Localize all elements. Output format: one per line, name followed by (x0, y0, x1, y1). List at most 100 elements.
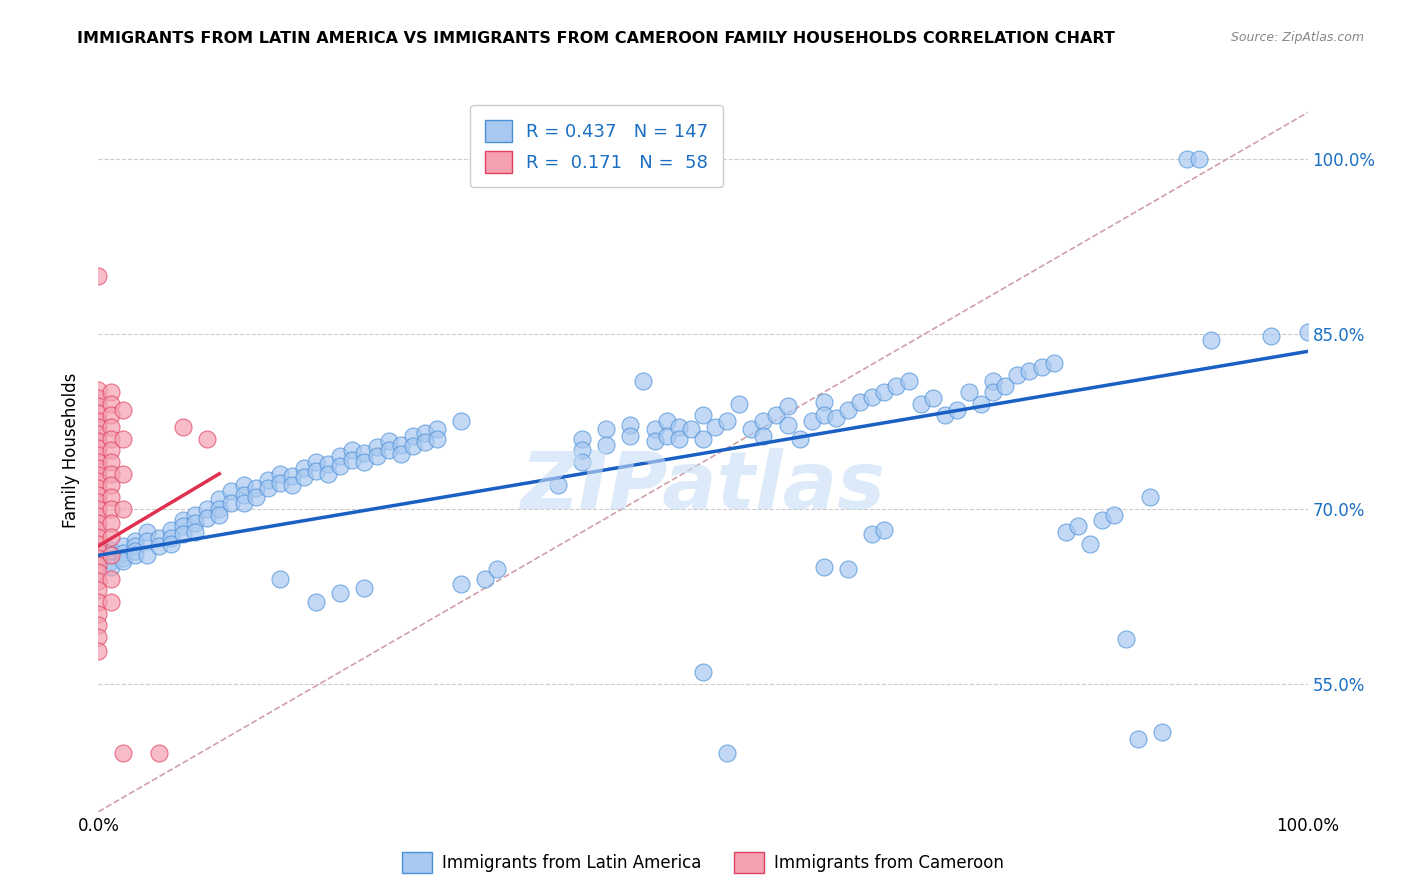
Point (1078, 537, 1101, 551)
Point (100, 490, 122, 504)
Point (100, 478, 122, 492)
Point (329, 450, 352, 464)
Point (813, 394, 835, 409)
Point (655, 414, 678, 428)
Point (87, 595, 110, 609)
Point (571, 432, 593, 446)
Point (100, 455, 122, 469)
Point (1042, 356, 1064, 370)
Point (1188, 152, 1211, 166)
Point (87, 607, 110, 621)
Point (232, 488, 254, 502)
Point (256, 473, 278, 487)
Point (1139, 490, 1161, 504)
Point (946, 402, 969, 417)
Point (316, 458, 339, 472)
Point (595, 422, 617, 436)
Text: ZIPatlas: ZIPatlas (520, 448, 886, 525)
Point (87, 406, 110, 420)
Point (87, 467, 110, 482)
Text: IMMIGRANTS FROM LATIN AMERICA VS IMMIGRANTS FROM CAMEROON FAMILY HOUSEHOLDS CORR: IMMIGRANTS FROM LATIN AMERICA VS IMMIGRA… (77, 31, 1115, 46)
Point (619, 429, 641, 443)
Point (704, 420, 727, 434)
Point (124, 534, 146, 549)
Point (886, 379, 908, 393)
Point (595, 437, 617, 451)
Point (87, 441, 110, 455)
Point (316, 467, 339, 481)
Point (135, 524, 157, 539)
Point (860, 527, 883, 541)
Point (172, 527, 194, 541)
Point (87, 583, 110, 598)
Point (87, 574, 110, 588)
Y-axis label: Family Households: Family Households (62, 373, 80, 528)
Point (87, 565, 110, 579)
Point (87, 537, 110, 551)
Point (1115, 632, 1137, 647)
Point (87, 523, 110, 537)
Point (873, 523, 896, 537)
Point (100, 549, 122, 563)
Point (87, 530, 110, 544)
Point (776, 417, 799, 432)
Point (305, 595, 328, 609)
Point (269, 476, 291, 491)
Point (111, 546, 134, 560)
Point (402, 429, 425, 443)
Point (329, 458, 352, 473)
Point (1175, 152, 1198, 166)
Point (631, 374, 654, 388)
Point (837, 562, 859, 576)
Point (208, 501, 231, 516)
Point (825, 410, 848, 425)
Point (87, 461, 110, 475)
Point (644, 434, 666, 449)
Point (87, 391, 110, 405)
Point (100, 542, 122, 557)
Point (245, 490, 267, 504)
Point (1128, 732, 1150, 747)
Point (765, 409, 787, 423)
Point (124, 539, 146, 553)
Point (281, 478, 304, 492)
Point (1091, 513, 1114, 527)
Point (148, 539, 170, 553)
Point (402, 439, 425, 453)
Point (100, 554, 122, 568)
Point (1199, 333, 1222, 347)
Point (87, 420, 110, 434)
Point (100, 572, 122, 586)
Point (389, 437, 412, 451)
Point (849, 394, 872, 409)
Point (195, 432, 218, 446)
Point (87, 474, 110, 488)
Point (195, 501, 218, 516)
Point (87, 268, 110, 283)
Point (172, 519, 194, 533)
Point (148, 747, 170, 761)
Point (389, 447, 412, 461)
Point (184, 516, 207, 530)
Point (413, 435, 436, 450)
Point (353, 455, 375, 469)
Point (957, 385, 980, 400)
Text: Source: ZipAtlas.com: Source: ZipAtlas.com (1230, 31, 1364, 45)
Point (100, 467, 122, 481)
Point (1102, 508, 1125, 522)
Legend: Immigrants from Latin America, Immigrants from Cameroon: Immigrants from Latin America, Immigrant… (395, 846, 1011, 880)
Point (269, 467, 291, 481)
Point (111, 539, 134, 553)
Point (921, 391, 943, 405)
Point (232, 478, 254, 492)
Point (450, 414, 472, 428)
Point (353, 446, 375, 460)
Point (474, 572, 496, 586)
Point (100, 516, 122, 530)
Point (232, 496, 254, 510)
Point (208, 492, 231, 507)
Point (111, 402, 134, 417)
Point (195, 511, 218, 525)
Point (172, 420, 194, 434)
Point (100, 432, 122, 446)
